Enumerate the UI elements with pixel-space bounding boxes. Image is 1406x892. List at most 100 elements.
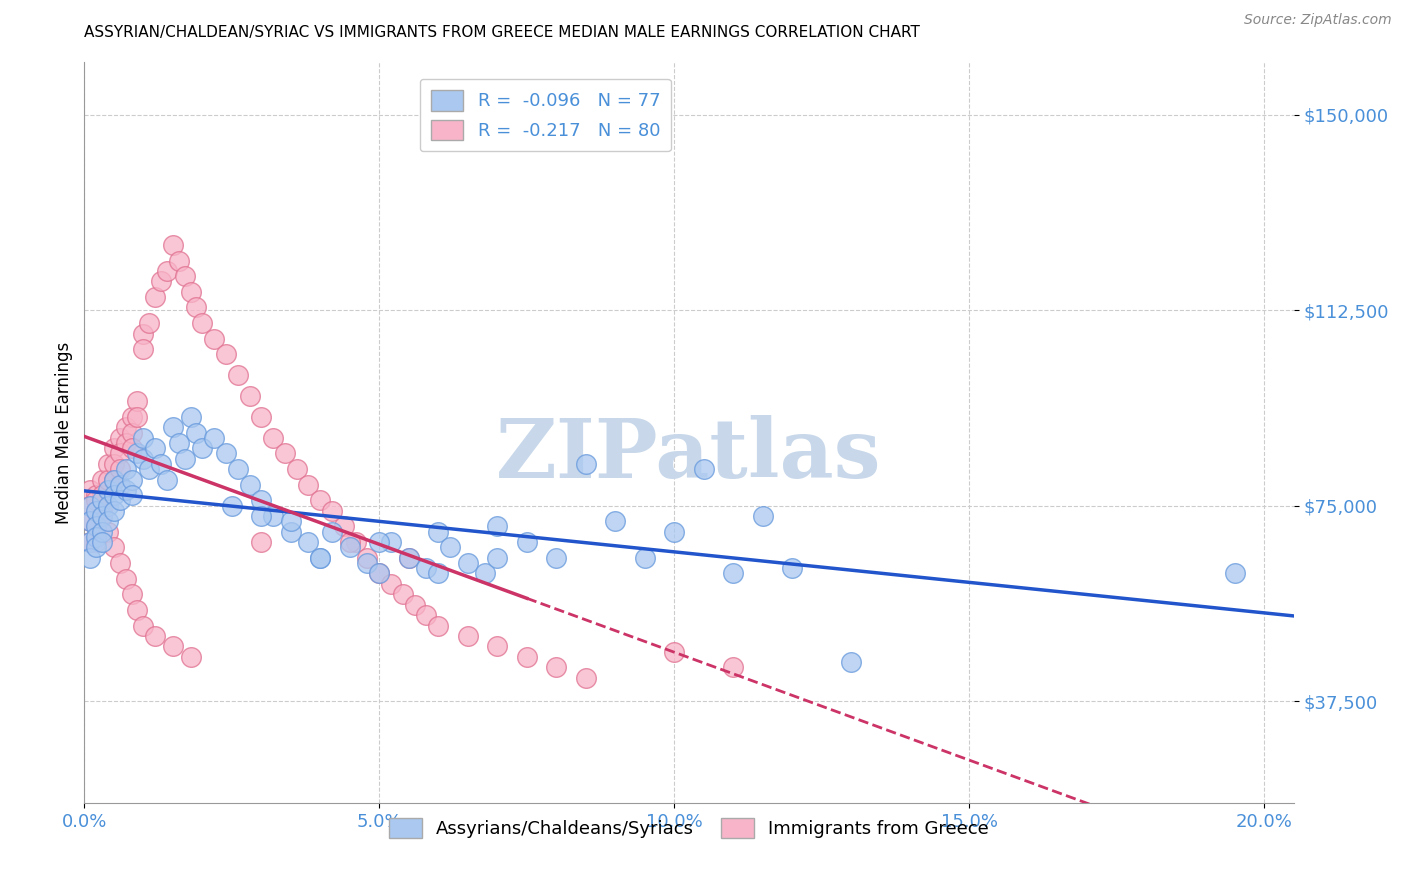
Point	[162, 640, 184, 654]
Point	[664, 644, 686, 658]
Point	[173, 269, 195, 284]
Point	[173, 451, 195, 466]
Point	[333, 519, 356, 533]
Point	[84, 535, 107, 549]
Point	[415, 561, 437, 575]
Point	[546, 550, 568, 565]
Point	[664, 524, 686, 539]
Point	[221, 499, 243, 513]
Point	[692, 462, 714, 476]
Point	[114, 420, 136, 434]
Point	[309, 493, 332, 508]
Point	[108, 477, 131, 491]
Point	[380, 535, 402, 549]
Point	[226, 368, 249, 383]
Point	[84, 519, 107, 533]
Point	[321, 504, 343, 518]
Point	[143, 629, 166, 643]
Point	[91, 509, 114, 524]
Point	[751, 509, 773, 524]
Point	[121, 473, 143, 487]
Point	[309, 550, 332, 565]
Point	[79, 499, 101, 513]
Point	[486, 519, 509, 533]
Point	[575, 671, 598, 685]
Point	[280, 524, 302, 539]
Point	[79, 483, 101, 497]
Point	[103, 473, 125, 487]
Point	[516, 535, 538, 549]
Point	[97, 514, 120, 528]
Point	[368, 535, 391, 549]
Point	[79, 550, 101, 565]
Point	[202, 431, 225, 445]
Point	[79, 535, 101, 549]
Point	[516, 649, 538, 664]
Point	[1223, 566, 1246, 581]
Point	[91, 504, 114, 518]
Point	[103, 457, 125, 471]
Point	[114, 462, 136, 476]
Point	[91, 535, 114, 549]
Point	[186, 301, 208, 315]
Point	[97, 457, 120, 471]
Point	[486, 640, 509, 654]
Point	[250, 535, 273, 549]
Point	[721, 660, 744, 674]
Point	[368, 566, 391, 581]
Point	[427, 524, 450, 539]
Point	[262, 509, 284, 524]
Point	[143, 290, 166, 304]
Point	[84, 530, 107, 544]
Point	[392, 587, 415, 601]
Point	[84, 519, 107, 533]
Point	[108, 446, 131, 460]
Point	[380, 577, 402, 591]
Point	[404, 598, 426, 612]
Point	[180, 649, 202, 664]
Point	[439, 541, 461, 555]
Point	[84, 504, 107, 518]
Point	[84, 488, 107, 502]
Point	[180, 285, 202, 299]
Point	[191, 442, 214, 456]
Point	[634, 550, 657, 565]
Point	[91, 509, 114, 524]
Point	[297, 535, 319, 549]
Point	[238, 477, 260, 491]
Point	[97, 524, 120, 539]
Point	[156, 264, 179, 278]
Y-axis label: Median Male Earnings: Median Male Earnings	[55, 342, 73, 524]
Text: Source: ZipAtlas.com: Source: ZipAtlas.com	[1244, 13, 1392, 28]
Point	[132, 431, 155, 445]
Point	[97, 483, 120, 497]
Point	[274, 446, 297, 460]
Point	[356, 556, 378, 570]
Point	[121, 587, 143, 601]
Point	[108, 493, 131, 508]
Point	[127, 394, 149, 409]
Point	[780, 561, 803, 575]
Point	[280, 514, 302, 528]
Point	[121, 488, 143, 502]
Point	[84, 541, 107, 555]
Legend: Assyrians/Chaldeans/Syriacs, Immigrants from Greece: Assyrians/Chaldeans/Syriacs, Immigrants …	[382, 810, 995, 846]
Point	[191, 316, 214, 330]
Point	[162, 238, 184, 252]
Point	[605, 514, 627, 528]
Point	[103, 473, 125, 487]
Point	[79, 514, 101, 528]
Point	[79, 514, 101, 528]
Point	[138, 316, 160, 330]
Point	[839, 655, 862, 669]
Point	[415, 608, 437, 623]
Point	[285, 462, 308, 476]
Point	[398, 550, 420, 565]
Point	[84, 504, 107, 518]
Point	[132, 342, 155, 356]
Point	[546, 660, 568, 674]
Point	[167, 253, 190, 268]
Point	[215, 347, 238, 361]
Point	[114, 483, 136, 497]
Point	[162, 420, 184, 434]
